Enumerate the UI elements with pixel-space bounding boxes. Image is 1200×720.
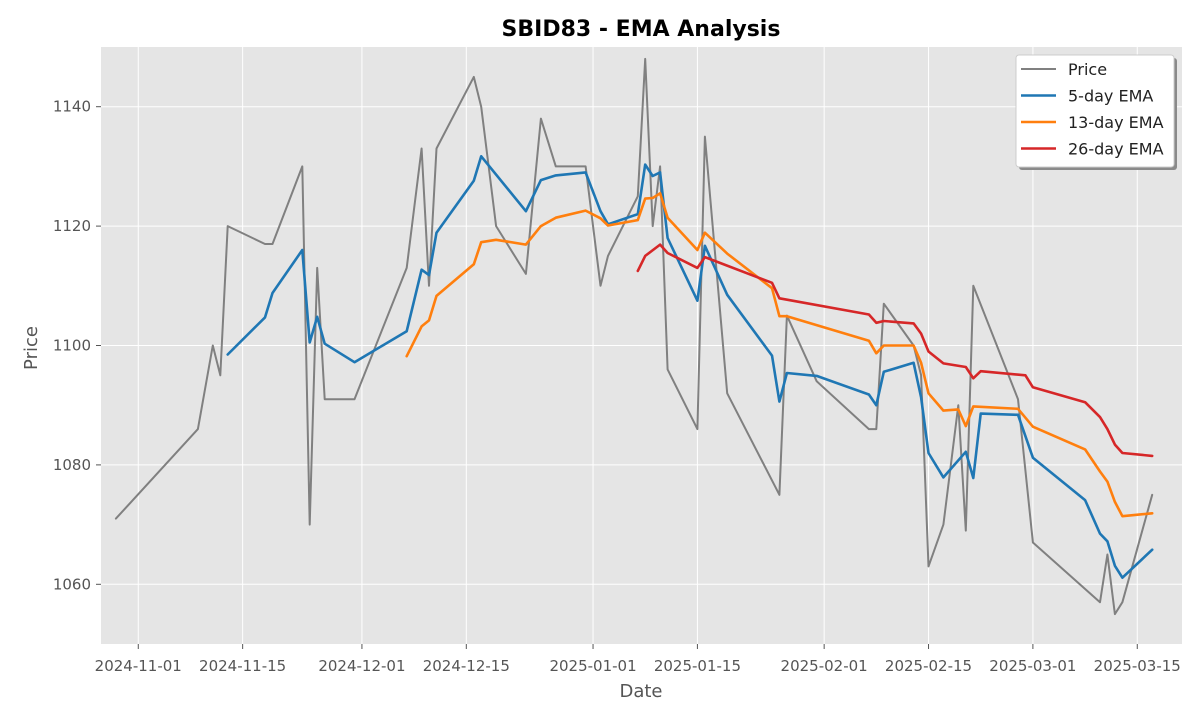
legend-label: 13-day EMA	[1068, 113, 1164, 132]
y-tick-label: 1060	[53, 575, 91, 593]
y-axis-ticks: 1060 1080 1100 1120 1140	[53, 98, 101, 593]
x-tick-label: 2024-11-01	[95, 657, 182, 675]
x-tick-label: 2025-03-15	[1094, 657, 1181, 675]
series-layer	[114, 57, 1154, 616]
x-tick-label: 2025-01-01	[549, 657, 636, 675]
y-tick-label: 1140	[53, 98, 91, 116]
legend: Price 5-day EMA 13-day EMA 26-day EMA	[1015, 54, 1177, 170]
y-tick-label: 1120	[53, 217, 91, 235]
x-tick-label: 2025-02-15	[885, 657, 972, 675]
series-line-26-day-ema	[636, 243, 1154, 458]
legend-label: 5-day EMA	[1068, 87, 1153, 106]
y-tick-label: 1100	[53, 337, 91, 355]
x-axis-ticks: 2024-11-01 2024-11-15 2024-12-01 2024-12-15…	[95, 644, 1181, 675]
y-axis-label: Price	[21, 326, 42, 370]
legend-label: Price	[1068, 60, 1107, 79]
x-axis-label: Date	[619, 681, 662, 702]
chart-title: SBID83 - EMA Analysis	[502, 17, 781, 42]
x-tick-label: 2024-11-15	[199, 657, 286, 675]
legend-label: 26-day EMA	[1068, 140, 1164, 159]
x-tick-label: 2025-03-01	[989, 657, 1076, 675]
series-line-5-day-ema	[226, 155, 1154, 580]
x-tick-label: 2025-02-01	[781, 657, 868, 675]
y-tick-label: 1080	[53, 456, 91, 474]
series-line-13-day-ema	[405, 192, 1154, 518]
series-line-price	[114, 57, 1154, 616]
x-tick-label: 2025-01-15	[654, 657, 741, 675]
legend-box	[1015, 54, 1175, 168]
x-tick-label: 2024-12-15	[423, 657, 510, 675]
x-tick-label: 2024-12-01	[318, 657, 405, 675]
